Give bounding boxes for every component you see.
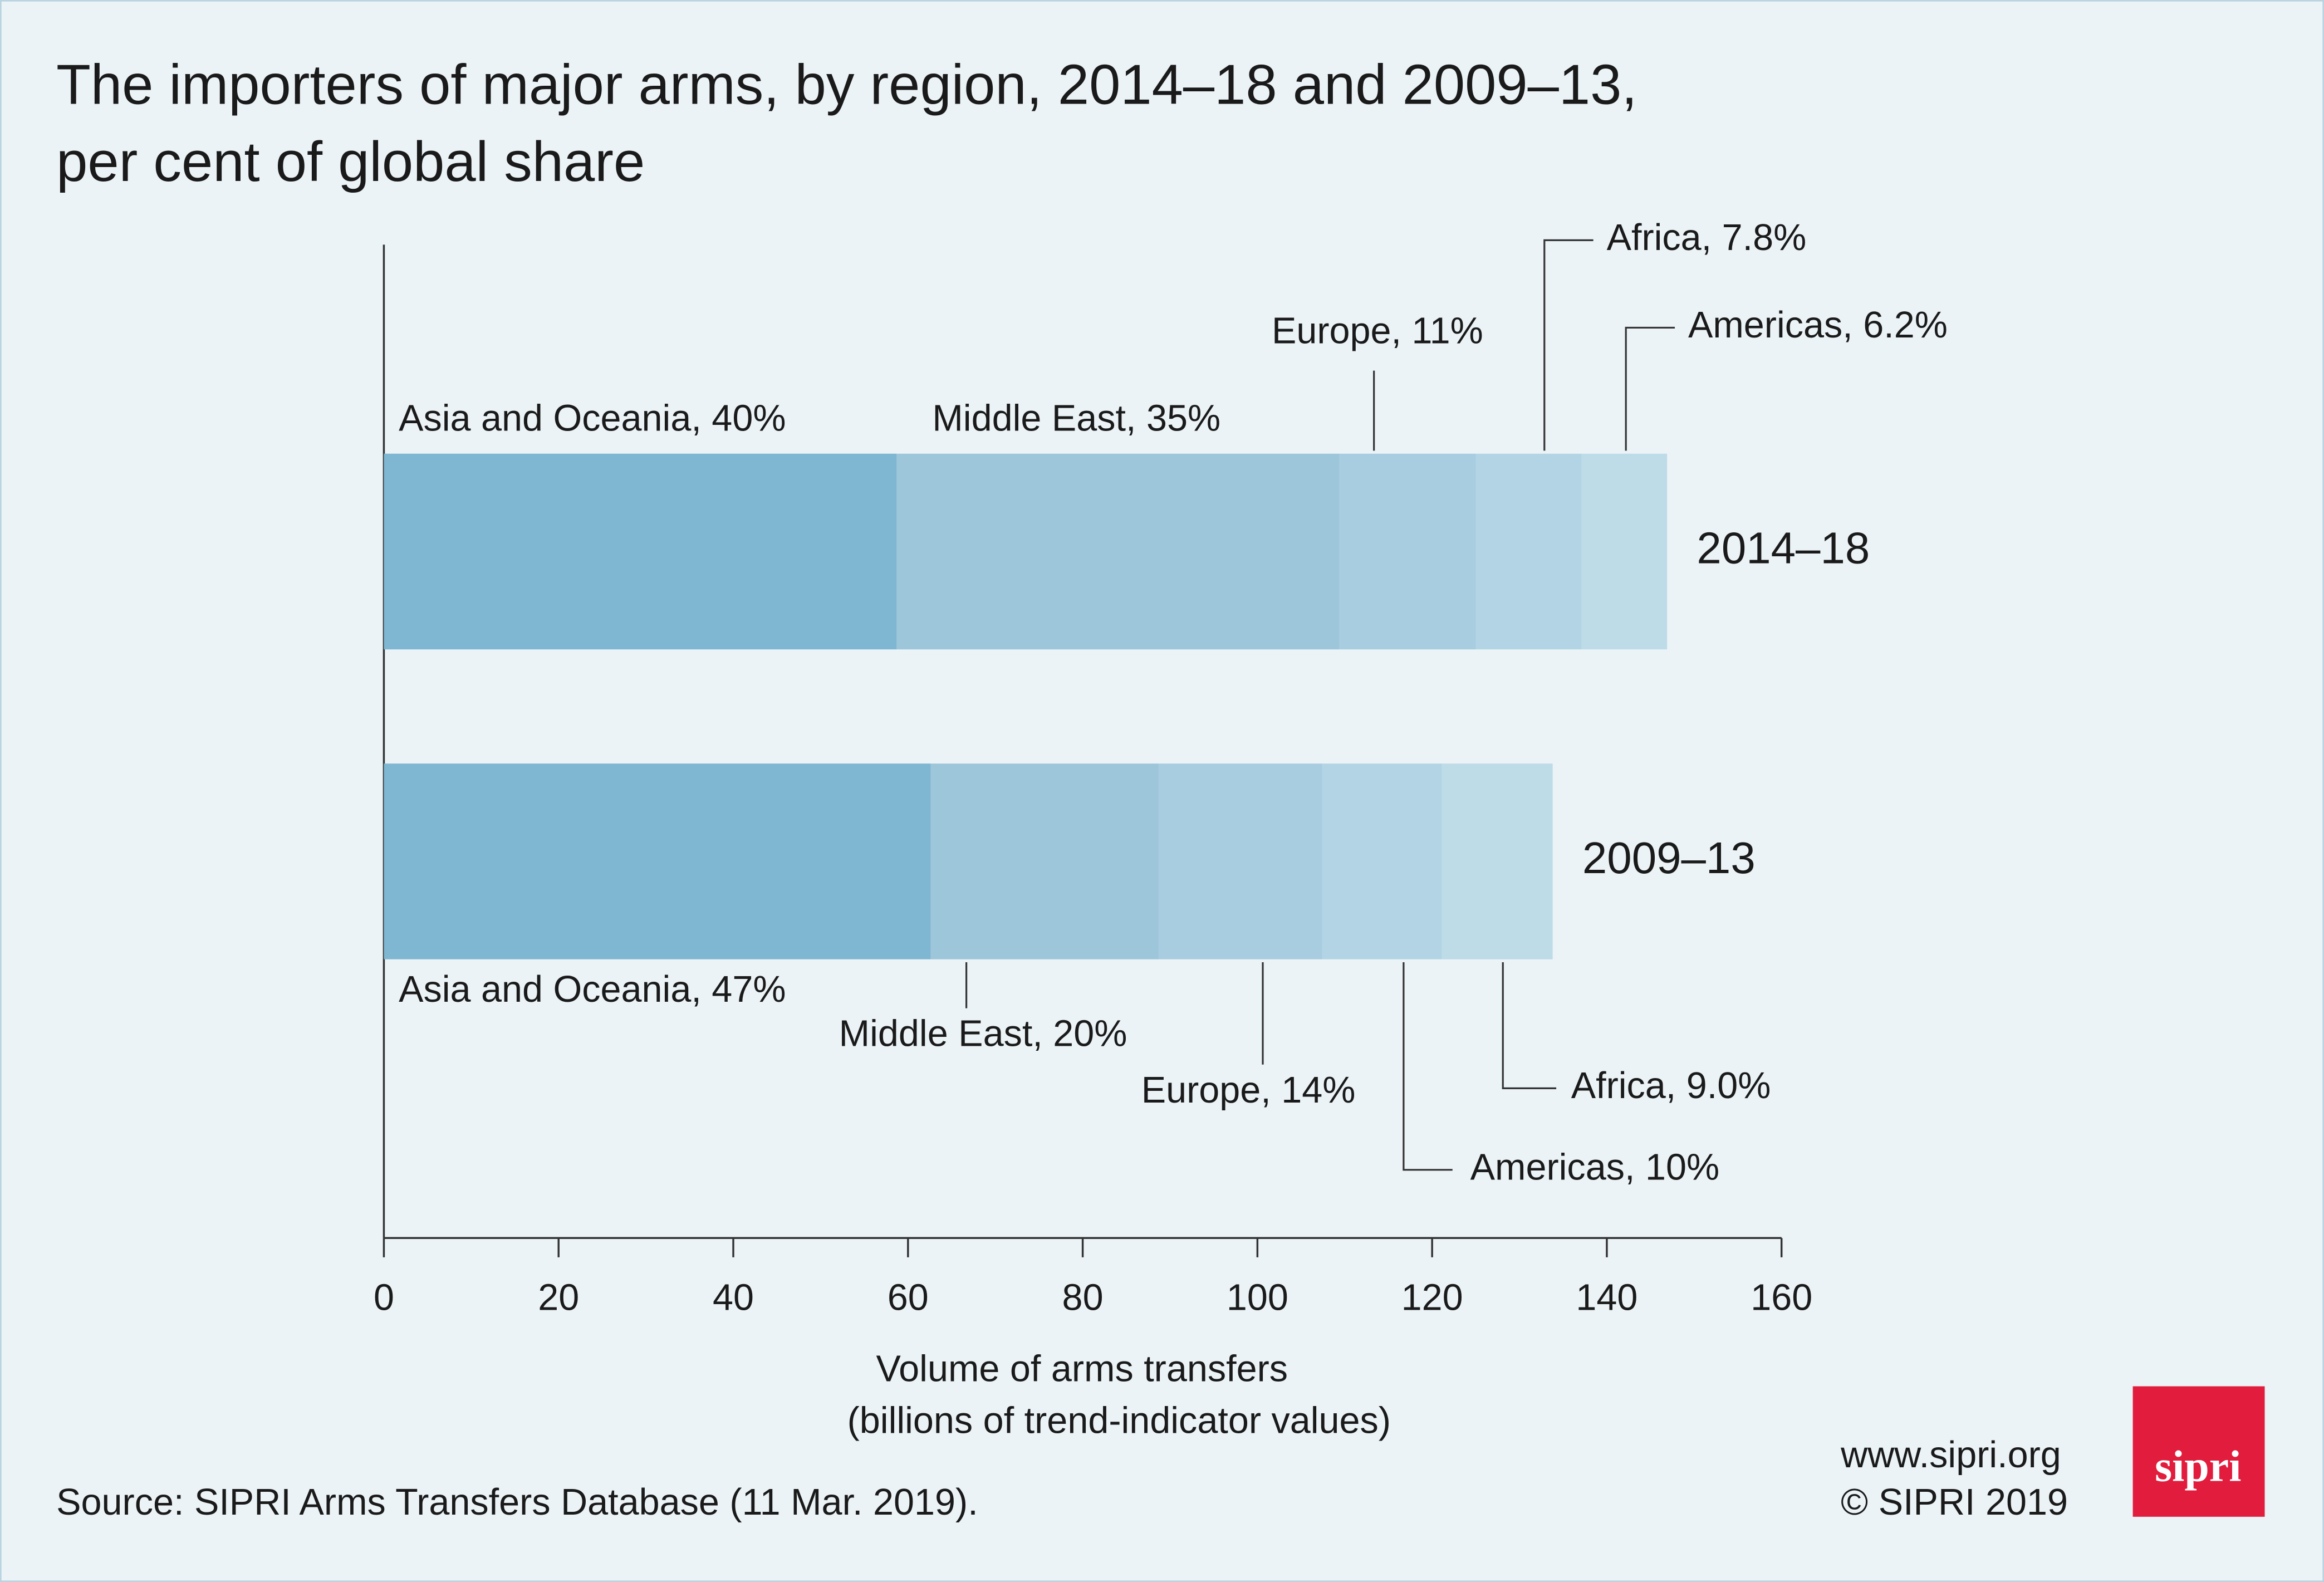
leader-line <box>1625 326 1675 451</box>
x-axis-label: Volume of arms transfers <box>876 1348 1288 1389</box>
segment-label: Europe, 14% <box>1141 1070 1356 1111</box>
bar-segment <box>384 453 897 650</box>
bar-segment <box>896 453 1340 650</box>
segment-label: Asia and Oceania, 47% <box>399 969 786 1010</box>
source: Source: SIPRI Arms Transfers Database (1… <box>56 1482 978 1523</box>
chart-title: The importers of major arms, by region, … <box>56 53 1637 116</box>
bar-segment <box>1339 453 1476 650</box>
x-tick-label: 120 <box>1401 1277 1463 1319</box>
bar-segment <box>1581 453 1668 650</box>
segment-label: Middle East, 35% <box>932 398 1220 439</box>
copyright: © SIPRI 2019 <box>1841 1482 2068 1523</box>
bar-segment <box>930 763 1159 959</box>
leader-line <box>1502 962 1557 1089</box>
bar-segment <box>1442 763 1553 959</box>
url: www.sipri.org <box>1840 1434 2061 1476</box>
segment-label: Africa, 7.8% <box>1607 217 1807 258</box>
category-label: 2014–18 <box>1697 523 1870 573</box>
segment-label: Americas, 10% <box>1470 1147 1719 1188</box>
segment-label: Middle East, 20% <box>839 1013 1127 1055</box>
x-tick-label: 140 <box>1576 1277 1637 1319</box>
bar-segment <box>384 763 931 959</box>
x-tick-label: 80 <box>1062 1277 1104 1319</box>
logo-text: sipri <box>2155 1442 2241 1491</box>
leader-line <box>1543 239 1594 451</box>
x-tick-label: 40 <box>713 1277 754 1319</box>
segment-label: Americas, 6.2% <box>1688 305 1948 346</box>
bar-segment <box>1322 763 1442 959</box>
segment-label: Europe, 11% <box>1272 311 1483 352</box>
x-tick-label: 60 <box>888 1277 929 1319</box>
x-tick-label: 0 <box>374 1277 394 1319</box>
segment-label: Africa, 9.0% <box>1571 1065 1771 1106</box>
bar-segment <box>1159 763 1322 959</box>
bar-segment <box>1475 453 1582 650</box>
x-axis-label: (billions of trend-indicator values) <box>847 1400 1391 1442</box>
chart-title: per cent of global share <box>56 130 645 193</box>
x-tick-label: 160 <box>1751 1277 1812 1319</box>
logo <box>2132 1386 2265 1517</box>
category-label: 2009–13 <box>1582 833 1756 883</box>
leader-line <box>1403 962 1453 1171</box>
x-tick-label: 20 <box>538 1277 579 1319</box>
segment-label: Asia and Oceania, 40% <box>399 398 786 439</box>
x-tick-label: 100 <box>1227 1277 1288 1319</box>
